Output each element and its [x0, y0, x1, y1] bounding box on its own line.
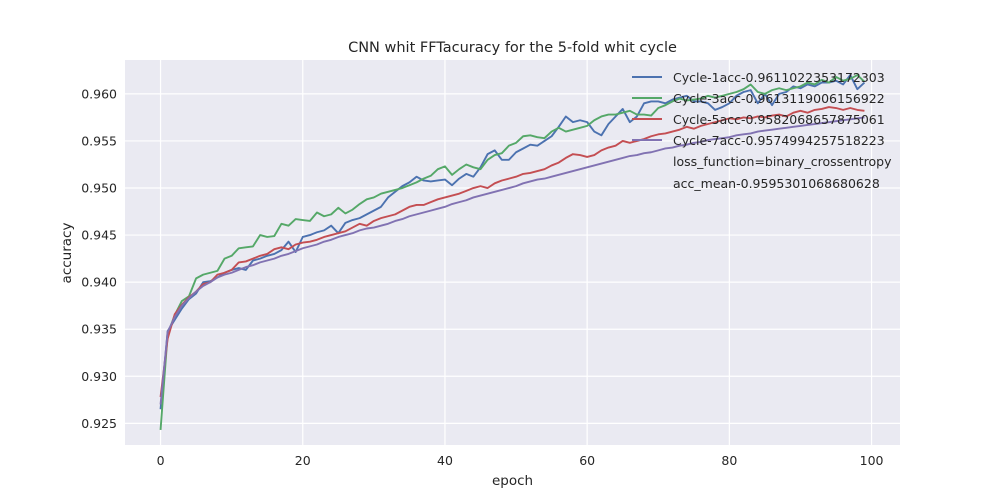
y-tick-label: 0.945 [81, 228, 117, 243]
series-line-2 [159, 74, 866, 431]
y-tick-label: 0.940 [81, 275, 117, 290]
legend-label-cycle-5: Cycle-5acc-0.9582068657875061 [673, 112, 885, 127]
chart-title: CNN whit FFTacuracy for the 5-fold whit … [348, 40, 677, 56]
x-tick-label: 80 [721, 453, 737, 468]
grid-lines [125, 60, 900, 445]
x-tick-labels: 0 20 40 60 80 100 [157, 453, 884, 468]
legend-note-acc-mean: acc_mean-0.9595301068680628 [673, 176, 880, 191]
plot-area-background [125, 60, 900, 445]
legend-label-cycle-1: Cycle-1acc-0.9611022353172303 [673, 70, 885, 85]
legend-note-loss-function: loss_function=binary_crossentropy [673, 154, 892, 169]
x-tick-label: 100 [860, 453, 884, 468]
x-tick-label: 40 [437, 453, 453, 468]
x-tick-label: 20 [295, 453, 311, 468]
y-tick-labels: 0.925 0.930 0.935 0.940 0.945 0.950 0.955 0.960 [81, 86, 117, 430]
x-tick-label: 0 [157, 453, 165, 468]
series-line-3 [159, 106, 865, 398]
y-axis-label: accuracy [59, 223, 75, 284]
legend: Cycle-1acc-0.9611022353172303 Cycle-3acc… [632, 70, 892, 191]
series-lines [159, 74, 866, 431]
y-tick-label: 0.955 [81, 133, 117, 148]
x-tick-label: 60 [579, 453, 595, 468]
series-line-1 [159, 74, 866, 410]
x-axis-label: epoch [492, 473, 533, 489]
y-tick-label: 0.925 [81, 416, 117, 431]
y-tick-label: 0.950 [81, 181, 117, 196]
y-tick-label: 0.935 [81, 322, 117, 337]
y-tick-label: 0.930 [81, 369, 117, 384]
legend-label-cycle-7: Cycle-7acc-0.9574994257518223 [673, 133, 885, 148]
legend-label-cycle-3: Cycle-3acc-0.9613119006156922 [673, 91, 885, 106]
y-tick-label: 0.960 [81, 86, 117, 101]
series-line-4 [159, 116, 865, 405]
